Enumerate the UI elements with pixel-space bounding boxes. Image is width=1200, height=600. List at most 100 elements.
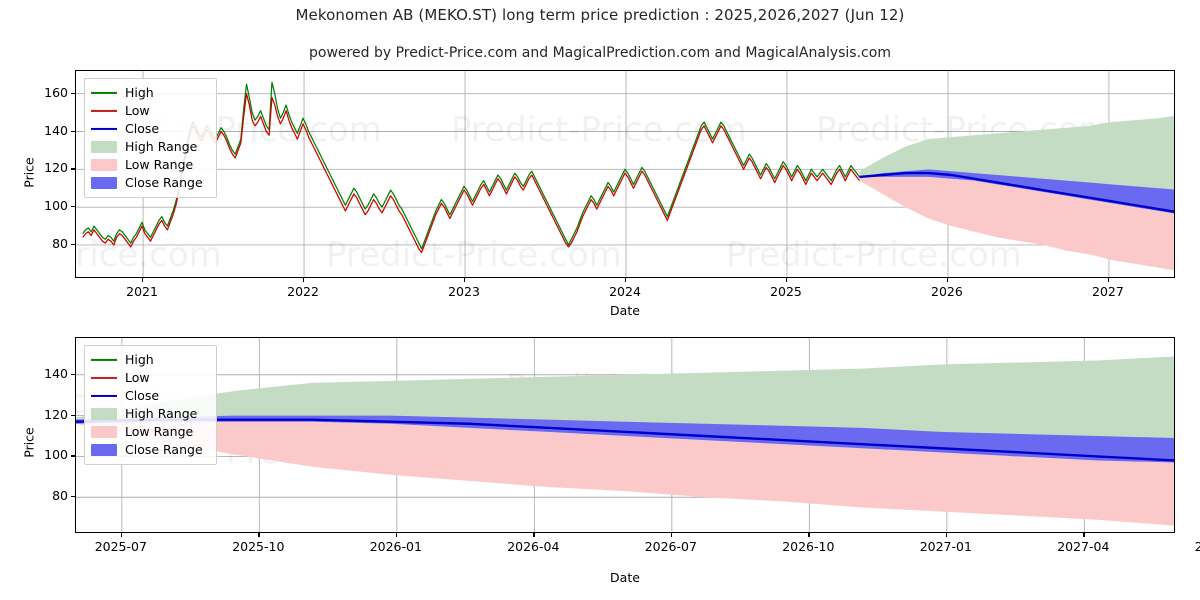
legend-swatch-icon: [91, 426, 117, 438]
bottom-chart-x-tickmark: [258, 533, 260, 537]
legend-swatch-icon: [91, 373, 117, 384]
bottom-chart-legend-item[interactable]: Close: [91, 387, 208, 405]
bottom-chart-y-tickmark: [71, 496, 75, 498]
page-subtitle: powered by Predict-Price.com and Magical…: [309, 45, 891, 61]
bottom-chart-y-tickmark: [71, 373, 75, 375]
top-chart-x-tickmark: [785, 278, 788, 282]
top-panel: Price Predict-Price.com Predict-Price.com…: [0, 0, 1200, 320]
bottom-chart-legend-label: Low Range: [125, 423, 194, 439]
bottom-chart-legend-item[interactable]: High Range: [91, 405, 208, 423]
bottom-chart-plot-area: Predict-Price.comPredict-Price.comPredic…: [75, 337, 1175, 533]
bottom-chart-x-tickmark: [670, 533, 673, 537]
top-chart-x-tick-label: 2021: [126, 284, 158, 299]
bottom-chart-legend-label: High: [125, 351, 154, 367]
top-chart-y-tickmark: [71, 92, 75, 94]
top-chart-legend-label: Low Range: [125, 156, 194, 172]
bottom-chart-xlabel: Date: [610, 570, 640, 585]
top-chart-x-tickmark: [1107, 278, 1110, 282]
bottom-chart-y-tick-label: 120: [44, 406, 68, 422]
bottom-chart-legend-label: High Range: [125, 405, 198, 421]
legend-swatch-icon: [91, 106, 117, 117]
top-chart-y-tick-label: 100: [44, 198, 68, 214]
bottom-chart-x-tickmark: [395, 533, 398, 537]
top-chart-plot-area: Predict-Price.com Predict-Price.com Predic…: [75, 70, 1175, 278]
bottom-chart-x-tick-label: 2026-04: [507, 539, 560, 554]
svg-text:Predict-Price.com: Predict-Price.com: [726, 235, 1022, 275]
bottom-chart-y-tick-label: 80: [52, 488, 68, 504]
top-chart-legend-item[interactable]: Low Range: [91, 156, 208, 174]
bottom-chart-x-tick-label: 2027-04: [1057, 539, 1110, 554]
top-chart-y-tickmark: [71, 168, 75, 170]
top-chart-legend-item[interactable]: High: [91, 84, 208, 102]
bottom-chart-x-tick-label: 2026-07: [644, 539, 697, 554]
top-chart-x-tick-label: 2027: [1092, 284, 1124, 299]
bottom-chart-legend-item[interactable]: Close Range: [91, 441, 208, 459]
top-chart-y-tick-label: 160: [44, 84, 68, 100]
bottom-chart-x-tick-label: 2027-01: [919, 539, 972, 554]
bottom-chart-legend-item[interactable]: High: [91, 351, 208, 369]
top-chart-legend-label: High: [125, 84, 154, 100]
bottom-chart-x-tickmark: [120, 533, 123, 537]
bottom-chart-x-tick-label: 2027-07: [1194, 539, 1200, 554]
legend-swatch-icon: [91, 444, 117, 456]
legend-swatch-icon: [91, 124, 117, 135]
top-chart-x-tickmark: [464, 278, 466, 282]
top-chart-x-tickmark: [303, 278, 305, 282]
page-title: Mekonomen AB (MEKO.ST) long term price p…: [295, 6, 905, 24]
bottom-chart-x-tickmark: [945, 533, 948, 537]
bottom-chart-x-tickmark: [533, 533, 535, 537]
top-chart-y-tick-label: 80: [52, 235, 68, 251]
bottom-chart-x-tick-label: 2026-10: [782, 539, 835, 554]
top-chart-x-tick-label: 2023: [448, 284, 480, 299]
bottom-chart-y-tickmark: [71, 455, 75, 457]
top-chart-legend-item[interactable]: Close: [91, 120, 208, 138]
top-chart-legend: High Low Close High Range Low Range Close Ran…: [84, 78, 217, 198]
legend-swatch-icon: [91, 408, 117, 420]
legend-swatch-icon: [91, 391, 117, 402]
legend-swatch-icon: [91, 159, 117, 171]
svg-text:Predict-Price.com: Predict-Price.com: [326, 235, 622, 275]
legend-swatch-icon: [91, 88, 117, 99]
legend-swatch-icon: [91, 177, 117, 189]
top-chart-x-tick-label: 2024: [609, 284, 641, 299]
bottom-chart-y-tickmark: [71, 414, 75, 416]
bottom-chart-legend-label: Close: [125, 387, 160, 403]
top-chart-y-tick-label: 140: [44, 122, 68, 138]
top-chart-y-tickmark: [71, 130, 75, 132]
svg-text:Predict-Price.com: Predict-Price.com: [76, 235, 222, 275]
bottom-chart-y-tick-label: 140: [44, 365, 68, 381]
bottom-chart-legend: High Low Close High Range Low Range Close Ran…: [84, 345, 217, 465]
top-chart-x-tick-label: 2025: [770, 284, 802, 299]
bottom-chart-legend-item[interactable]: Low Range: [91, 423, 208, 441]
bottom-chart-x-tickmark: [1083, 533, 1085, 537]
top-chart-x-tick-label: 2026: [931, 284, 963, 299]
bottom-chart-y-tick-label: 100: [44, 447, 68, 463]
top-chart-x-tickmark: [946, 278, 949, 282]
top-chart-x-tickmark: [142, 278, 144, 282]
legend-swatch-icon: [91, 141, 117, 153]
bottom-panel: Price Predict-Price.comPredict-Price.com…: [0, 320, 1200, 600]
bottom-chart-x-tick-label: 2025-10: [232, 539, 285, 554]
top-chart-legend-label: Low: [125, 102, 150, 118]
top-chart-y-tickmark: [71, 206, 75, 208]
svg-text:Predict-Price.com: Predict-Price.com: [451, 110, 747, 150]
top-chart-legend-label: Close: [125, 120, 160, 136]
top-chart-x-tick-label: 2022: [287, 284, 319, 299]
bottom-chart-legend-label: Close Range: [125, 441, 203, 457]
top-chart-legend-label: Close Range: [125, 174, 203, 190]
top-chart-legend-item[interactable]: Low: [91, 102, 208, 120]
top-chart-y-tick-label: 120: [44, 160, 68, 176]
bottom-chart-legend-label: Low: [125, 369, 150, 385]
top-chart-legend-item[interactable]: High Range: [91, 138, 208, 156]
top-chart-xlabel: Date: [610, 303, 640, 318]
bottom-chart-x-tick-label: 2026-01: [369, 539, 422, 554]
top-chart-legend-label: High Range: [125, 138, 198, 154]
bottom-chart-legend-item[interactable]: Low: [91, 369, 208, 387]
top-chart-x-tickmark: [625, 278, 627, 282]
top-chart-y-tickmark: [71, 243, 75, 246]
top-chart-legend-item[interactable]: Close Range: [91, 174, 208, 192]
bottom-chart-x-tickmark: [808, 533, 810, 537]
legend-swatch-icon: [91, 355, 117, 366]
bottom-chart-x-tick-label: 2025-07: [94, 539, 147, 554]
